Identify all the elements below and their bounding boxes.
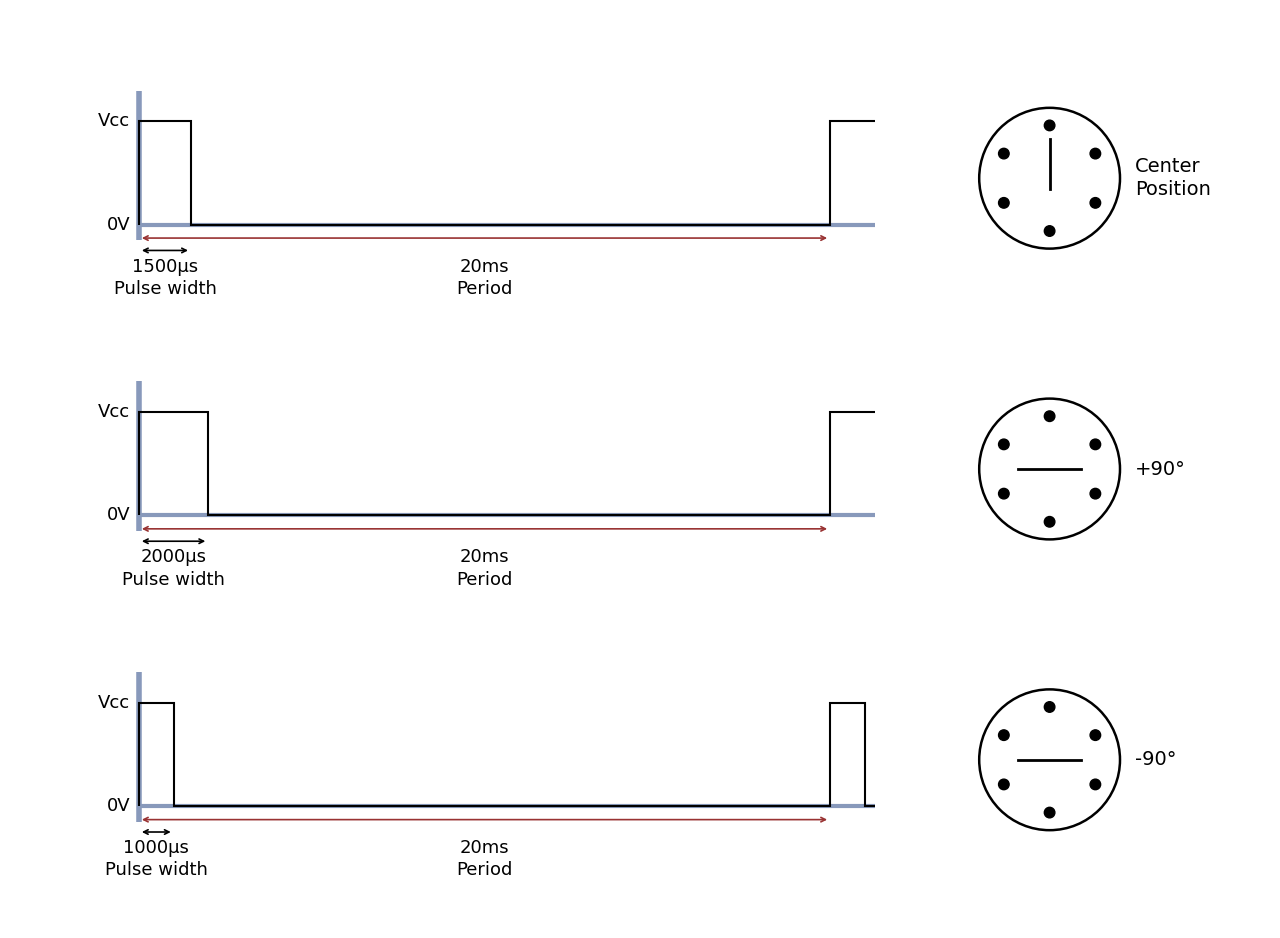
- Text: +90°: +90°: [1135, 460, 1187, 478]
- Text: 0V: 0V: [106, 216, 131, 234]
- Text: Vcc: Vcc: [99, 694, 131, 712]
- Text: 20ms
Period: 20ms Period: [456, 258, 513, 298]
- Text: 20ms
Period: 20ms Period: [456, 549, 513, 589]
- Text: 0V: 0V: [106, 797, 131, 815]
- Text: 20ms
Period: 20ms Period: [456, 840, 513, 880]
- Text: 1500μs
Pulse width: 1500μs Pulse width: [114, 258, 216, 298]
- Text: 2000μs
Pulse width: 2000μs Pulse width: [122, 549, 225, 589]
- Text: 0V: 0V: [106, 507, 131, 524]
- Text: Vcc: Vcc: [99, 113, 131, 130]
- Text: Center
Position: Center Position: [1135, 157, 1211, 200]
- Text: 1000μs
Pulse width: 1000μs Pulse width: [105, 840, 207, 880]
- Text: Vcc: Vcc: [99, 403, 131, 421]
- Text: -90°: -90°: [1135, 750, 1176, 769]
